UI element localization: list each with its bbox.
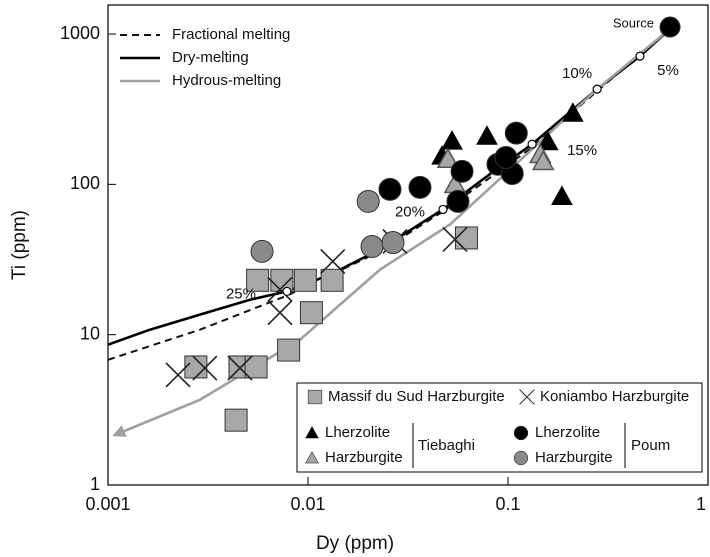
cross-marker: [192, 355, 218, 381]
square-marker: [320, 268, 344, 292]
square-marker: [293, 268, 317, 292]
circle-marker: [494, 145, 518, 169]
legend-label: Harzburgite: [535, 449, 613, 466]
triangle-marker: [436, 147, 460, 168]
melt-point: [282, 286, 292, 297]
circle-marker: [504, 121, 528, 145]
triangle-marker: [305, 426, 319, 439]
cross-marker: [267, 300, 293, 326]
legend-label: Hydrous-melting: [172, 72, 281, 89]
cross-marker: [165, 362, 191, 388]
circle-marker: [408, 175, 432, 199]
circle-marker: [513, 425, 529, 441]
cross-marker: [227, 355, 253, 381]
melt-point: [527, 139, 537, 149]
x-tick-label: 0.01: [290, 494, 325, 514]
triangle-marker: [476, 125, 498, 145]
y-tick-label: 10: [80, 323, 100, 343]
annotation: 25%: [226, 285, 256, 302]
triangle-marker: [562, 102, 584, 122]
y-tick-label: 1: [90, 474, 100, 494]
source-label: Source: [613, 15, 654, 30]
triangle-marker: [441, 130, 463, 150]
triangle-marker: [551, 185, 573, 206]
legend-label: Dry-melting: [172, 49, 249, 66]
annotation: 15%: [567, 142, 597, 159]
legend-label: Koniambo Harzburgite: [540, 388, 689, 405]
plot-frame: [107, 4, 709, 486]
square-marker: [244, 355, 268, 379]
melt-point: [635, 51, 645, 61]
melting-curve: [112, 27, 671, 438]
cross-marker: [442, 226, 468, 253]
triangle-marker: [536, 130, 559, 151]
circle-marker: [381, 231, 405, 255]
square-marker: [277, 338, 301, 362]
circle-marker: [250, 239, 274, 263]
y-axis-label: Ti (ppm): [9, 210, 30, 280]
x-tick-label: 0.001: [85, 494, 130, 514]
melting-curve: [107, 28, 671, 361]
cross-marker: [320, 248, 346, 275]
square-marker: [299, 301, 323, 325]
legend-label: Massif du Sud Harzburgite: [328, 388, 505, 405]
legend-label: Lherzolite: [325, 424, 390, 441]
square-marker: [246, 268, 270, 292]
circle-marker: [450, 159, 474, 183]
triangle-marker: [305, 450, 319, 464]
legend-label: Fractional melting: [172, 26, 290, 43]
circle-marker: [356, 189, 380, 213]
x-tick-label: 0.1: [495, 494, 520, 514]
annotation: 10%: [562, 65, 592, 82]
square-marker: [307, 389, 323, 405]
x-axis-label: Dy (ppm): [316, 533, 394, 554]
circle-marker: [659, 16, 681, 38]
cross-marker: [267, 276, 293, 302]
circle-marker: [513, 450, 529, 466]
annotation: 5%: [657, 62, 679, 79]
y-tick-label: 1000: [60, 23, 100, 43]
legend-label: Lherzolite: [535, 424, 600, 441]
y-tick-label: 100: [70, 173, 100, 193]
circle-marker: [360, 234, 384, 258]
circle-marker: [378, 177, 402, 201]
legend-box: [296, 382, 703, 473]
group-label: Poum: [631, 437, 670, 454]
legend-label: Harzburgite: [325, 449, 403, 466]
circle-marker: [446, 189, 470, 213]
square-marker: [454, 226, 478, 250]
triangle-marker: [531, 149, 555, 171]
melt-point: [438, 204, 448, 215]
x-tick-label: 1: [696, 494, 706, 514]
annotation: 20%: [395, 203, 425, 220]
group-label: Tiebaghi: [418, 437, 475, 454]
cross-marker: [519, 389, 535, 405]
square-marker: [224, 408, 248, 432]
melt-point: [592, 84, 602, 94]
